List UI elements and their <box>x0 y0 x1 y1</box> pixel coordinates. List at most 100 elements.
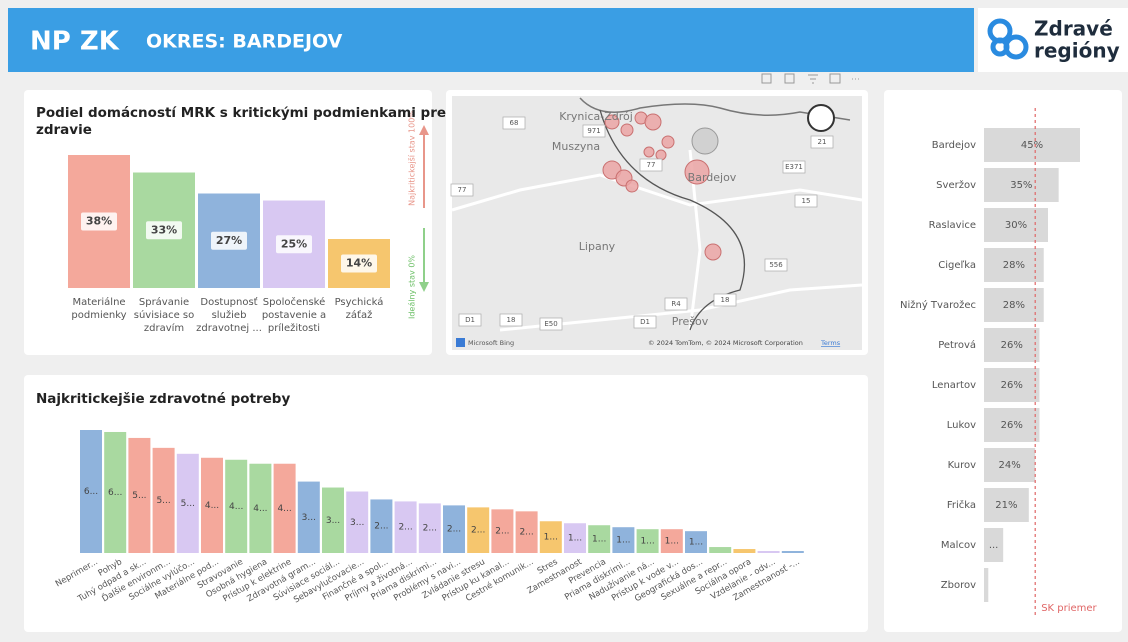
value-label-box <box>81 212 117 231</box>
panel <box>24 375 868 632</box>
bar <box>346 491 369 553</box>
bar <box>709 547 732 553</box>
value-label: 2... <box>471 526 485 536</box>
value-label: 5... <box>181 499 195 509</box>
x-tick-label: Spoločenské postavenie a príležitosti <box>262 296 326 334</box>
x-tick-label: Správanie súvisiace so zdravím <box>134 296 195 334</box>
place-label: Prešov <box>672 315 709 328</box>
road-shield <box>458 313 482 327</box>
bar <box>984 448 1036 482</box>
value-label: 33% <box>151 223 177 236</box>
bar <box>491 509 514 553</box>
road-label: 971 <box>587 127 600 135</box>
road-shield <box>764 258 788 272</box>
road-shield <box>633 315 657 329</box>
toolbar-icon[interactable] <box>761 73 772 84</box>
value-label: 14% <box>346 257 372 270</box>
value-label: 1... <box>640 537 654 547</box>
bing-logo <box>456 338 465 347</box>
toolbar-icon[interactable] <box>808 74 818 84</box>
road-label: D1 <box>465 316 475 324</box>
toolbar-icon[interactable] <box>784 73 795 84</box>
toolbar-icon[interactable] <box>829 73 841 84</box>
road-label: 18 <box>721 296 730 304</box>
y-tick-label: Cigeľka <box>938 260 976 271</box>
bar <box>636 529 659 553</box>
y-tick-label: Frička <box>947 499 976 511</box>
bar <box>984 168 1059 202</box>
road-shield <box>639 158 663 172</box>
value-label: 28% <box>1003 300 1025 311</box>
bar <box>176 453 199 553</box>
value-label: 27% <box>216 234 242 247</box>
road-label: 77 <box>647 161 656 169</box>
value-label: 5... <box>132 491 146 501</box>
value-label: 6... <box>108 488 122 498</box>
chart-annotation: Najkritickejší stav 100% Ideálny stav 0% <box>407 110 429 319</box>
map-terms[interactable]: Terms <box>820 339 841 347</box>
y-tick-label: Zborov <box>941 580 976 591</box>
map-bubble <box>644 113 662 131</box>
bar <box>249 463 272 553</box>
map-attribution: © 2024 TomTom, © 2024 Microsoft Corporat… <box>648 339 803 347</box>
bar <box>104 431 127 553</box>
value-label: 1... <box>689 538 703 548</box>
road-shield <box>782 160 806 174</box>
bar <box>515 511 538 553</box>
road-shield <box>499 313 523 327</box>
visual-toolbar <box>761 73 859 84</box>
bar <box>273 463 296 553</box>
bar <box>418 503 441 553</box>
value-label: 2... <box>398 523 412 533</box>
value-label: 21% <box>995 500 1017 511</box>
place-label: Lipany <box>579 240 616 253</box>
road <box>499 283 863 332</box>
road-shield <box>810 135 834 149</box>
value-label: 5... <box>156 496 170 506</box>
road-label: D1 <box>640 318 650 326</box>
map-bubble <box>661 135 675 149</box>
map-bubble <box>691 127 719 155</box>
value-label: 4... <box>205 501 219 511</box>
arrow-head <box>419 282 429 292</box>
value-label: 26% <box>1001 340 1023 351</box>
bar <box>984 568 989 602</box>
value-label: 1... <box>544 533 558 543</box>
x-tick-label: Materiálne podmienky <box>71 296 126 321</box>
value-label-box <box>211 231 247 250</box>
bar <box>297 481 320 553</box>
road-label: E50 <box>544 320 557 328</box>
value-label: 2... <box>423 524 437 534</box>
road-shield <box>713 293 737 307</box>
logo-icon <box>987 18 1029 60</box>
bar <box>152 447 175 553</box>
bar <box>370 499 393 553</box>
arrow-head <box>419 125 429 135</box>
y-tick-label: Sveržov <box>936 179 976 191</box>
value-label: 26% <box>1001 380 1023 391</box>
value-label: 28% <box>1003 260 1025 271</box>
header-subtitle: OKRES: BARDEJOV <box>146 31 343 53</box>
map-bubble <box>620 123 634 137</box>
value-label: 3... <box>350 518 364 528</box>
map-provider: Microsoft Bing <box>468 339 514 347</box>
value-label: 26% <box>1001 420 1023 431</box>
bar <box>984 208 1048 242</box>
y-tick-label: Kurov <box>948 460 976 471</box>
road-label: E371 <box>785 163 803 171</box>
map <box>451 96 863 350</box>
value-label: 4... <box>253 504 267 514</box>
map-bubble <box>684 159 710 185</box>
value-label: 4... <box>229 502 243 512</box>
value-label: 2... <box>519 528 533 538</box>
map-background[interactable] <box>452 96 862 350</box>
value-label: 1... <box>592 535 606 545</box>
map-tool[interactable] <box>807 104 835 132</box>
value-label: 4... <box>277 504 291 514</box>
bar <box>443 505 465 553</box>
bar <box>984 368 1040 402</box>
value-label: 1... <box>568 534 582 544</box>
chart-title: Podiel domácností MRK s kritickými podmi… <box>36 105 446 138</box>
road-shield <box>794 194 818 208</box>
